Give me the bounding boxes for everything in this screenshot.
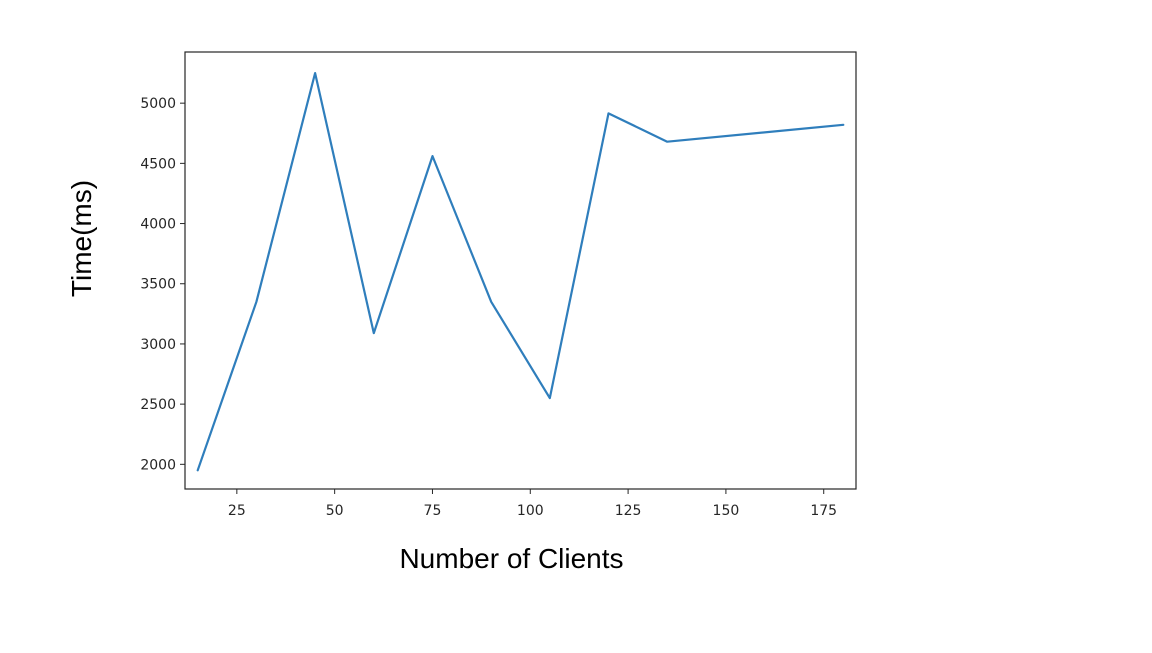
- plot-frame: [185, 52, 856, 489]
- x-tick-label: 150: [713, 503, 740, 519]
- x-tick-label: 100: [517, 503, 544, 519]
- series-line: [198, 73, 844, 470]
- x-axis-title: Number of Clients: [399, 543, 623, 574]
- y-axis: 2000 2500 3000 3500 4000 4500 5000: [140, 96, 185, 473]
- series-layer: [198, 73, 844, 470]
- y-tick-label: 5000: [140, 96, 176, 112]
- plot-area: [185, 52, 856, 489]
- y-tick-label: 2000: [140, 457, 176, 473]
- x-tick-label: 75: [424, 503, 442, 519]
- x-tick-label: 50: [326, 503, 344, 519]
- y-tick-label: 3500: [140, 277, 176, 293]
- y-tick-label: 4000: [140, 217, 176, 233]
- y-tick-label: 4500: [140, 156, 176, 172]
- x-tick-label: 25: [228, 503, 246, 519]
- y-tick-label: 3000: [140, 337, 176, 353]
- x-axis: 25 50 75 100 125 150 175: [228, 489, 837, 519]
- x-tick-label: 175: [810, 503, 837, 519]
- x-tick-label: 125: [615, 503, 642, 519]
- y-tick-label: 2500: [140, 397, 176, 413]
- y-axis-title: Time(ms): [66, 180, 97, 297]
